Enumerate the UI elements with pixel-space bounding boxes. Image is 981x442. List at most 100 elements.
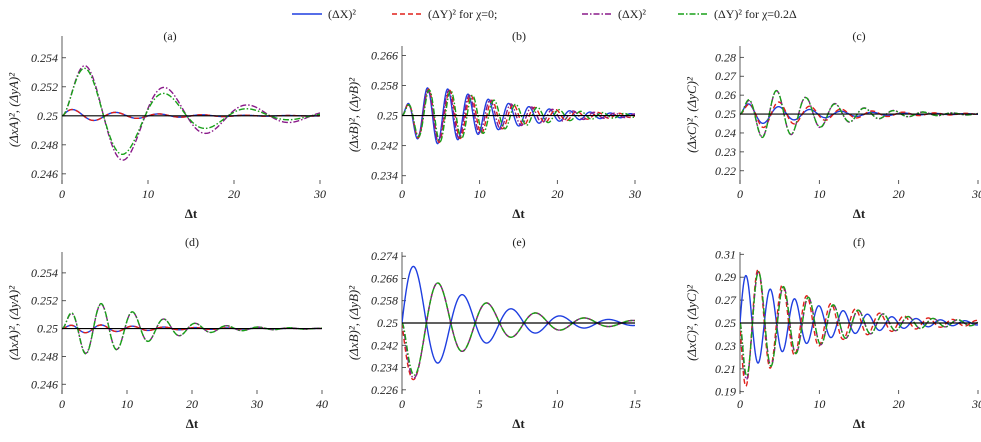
y-axis-label: (ΔxA)², (ΔyA)² (6, 72, 21, 147)
y-tick-label: 0.266 (371, 48, 398, 62)
x-tick-label: 0 (399, 397, 405, 411)
x-axis-label: Δt (185, 206, 198, 221)
y-tick-label: 0.25 (37, 109, 58, 123)
x-tick-label: 30 (250, 397, 263, 411)
legend-label: (ΔX)² (328, 7, 356, 21)
y-tick-label: 0.31 (715, 247, 736, 261)
x-tick-label: 20 (551, 187, 563, 201)
series-X0 (402, 265, 635, 364)
x-tick-label: 30 (313, 187, 326, 201)
legend-item-3: (ΔX)² (582, 7, 646, 21)
y-tick-label: 0.254 (31, 51, 58, 65)
y-tick-label: 0.254 (31, 266, 58, 280)
legend-label: (ΔY)² for χ=0.2Δ (714, 7, 797, 21)
x-tick-label: 15 (629, 397, 641, 411)
y-tick-label: 0.19 (715, 385, 736, 399)
y-tick-label: 0.226 (371, 383, 398, 397)
panel-title: (e) (512, 235, 525, 249)
x-tick-label: 20 (893, 187, 905, 201)
x-tick-label: 5 (477, 397, 483, 411)
series-X2 (402, 89, 635, 143)
y-tick-label: 0.25 (37, 322, 58, 336)
x-axis-label: Δt (186, 416, 199, 431)
panel-a: (a) 0.246 0.248 0.25 0.252 0.254 0 10 20 30 Δt (ΔxA… (6, 29, 326, 221)
y-tick-label: 0.28 (715, 50, 736, 64)
x-tick-label: 20 (893, 397, 905, 411)
y-tick-label: 0.234 (371, 169, 398, 183)
x-tick-label: 30 (628, 187, 641, 201)
y-tick-label: 0.25 (715, 316, 736, 330)
y-tick-label: 0.246 (31, 167, 58, 181)
series-Y2 (740, 270, 978, 377)
x-tick-label: 10 (474, 187, 486, 201)
series-Y0 (740, 101, 978, 129)
series-Y2 (62, 67, 320, 156)
y-tick-label: 0.252 (31, 80, 58, 94)
series-Y2 (402, 89, 635, 143)
panel-title: (b) (512, 29, 526, 43)
y-tick-label: 0.26 (715, 88, 736, 102)
y-tick-label: 0.29 (715, 270, 736, 284)
y-tick-label: 0.266 (371, 271, 398, 285)
panel-b: (b) 0.234 0.242 0.25 0.258 0.266 0 10 20 30 Δt (ΔxB… (346, 29, 641, 221)
series-Y2 (402, 282, 635, 376)
y-tick-label: 0.25 (715, 107, 736, 121)
y-tick-label: 0.248 (31, 349, 58, 363)
series-Y2 (62, 302, 322, 355)
x-tick-label: 30 (971, 187, 981, 201)
panel-title: (d) (185, 235, 199, 249)
panel-title: (a) (163, 29, 176, 43)
x-tick-label: 0 (737, 397, 743, 411)
x-tick-label: 0 (399, 187, 405, 201)
y-axis-label: (ΔxC)², (ΔyC)² (684, 284, 699, 361)
x-tick-label: 20 (186, 397, 198, 411)
x-tick-label: 0 (59, 187, 65, 201)
y-tick-label: 0.242 (371, 338, 398, 352)
x-tick-label: 10 (813, 397, 825, 411)
y-tick-label: 0.27 (715, 69, 737, 83)
panel-title: (f) (853, 235, 865, 249)
x-tick-label: 30 (971, 397, 981, 411)
y-tick-label: 0.24 (715, 126, 736, 140)
y-axis-label: (ΔxC)², (ΔyC)² (684, 76, 699, 153)
series-Y0 (62, 108, 320, 122)
series-Y0 (402, 88, 635, 144)
x-tick-label: 10 (121, 397, 133, 411)
series-Y0 (740, 268, 978, 388)
y-tick-label: 0.25 (377, 316, 398, 330)
x-tick-label: 0 (59, 397, 65, 411)
y-tick-label: 0.246 (31, 377, 58, 391)
y-tick-label: 0.27 (715, 293, 737, 307)
y-tick-label: 0.25 (377, 109, 398, 123)
y-tick-label: 0.252 (31, 294, 58, 308)
x-axis-label: Δt (853, 206, 866, 221)
y-tick-label: 0.23 (715, 145, 736, 159)
x-tick-label: 10 (142, 187, 154, 201)
y-axis-label: (ΔxB)², (ΔyB)² (346, 77, 361, 152)
y-tick-label: 0.22 (715, 164, 736, 178)
y-tick-label: 0.242 (371, 139, 398, 153)
x-tick-label: 20 (228, 187, 240, 201)
legend-item-1: (ΔX)² (292, 7, 356, 21)
y-tick-label: 0.274 (371, 249, 398, 263)
x-axis-label: Δt (853, 416, 866, 431)
panel-title: (c) (852, 29, 865, 43)
legend-item-2: (ΔY)² for χ=0; (392, 7, 497, 21)
x-tick-label: 40 (316, 397, 328, 411)
x-axis-label: Δt (512, 206, 525, 221)
series-X2 (62, 65, 320, 161)
y-tick-label: 0.234 (371, 361, 398, 375)
y-axis-label: (ΔxB)², (ΔyB)² (346, 285, 361, 360)
y-tick-label: 0.21 (715, 362, 736, 376)
legend-label: (ΔX)² (618, 7, 646, 21)
y-tick-label: 0.258 (371, 294, 398, 308)
panel-d: (d) 0.246 0.248 0.25 0.252 0.254 0 10 20 30 40 Δt (Δ… (6, 235, 328, 431)
y-tick-label: 0.23 (715, 339, 736, 353)
series-X0 (740, 274, 978, 364)
series-Y2 (740, 89, 978, 139)
legend-label: (ΔY)² for χ=0; (428, 7, 497, 21)
panel-e: (e) 0.226 0.234 0.242 0.25 0.258 0.266 0.274 0 5 1… (346, 235, 641, 431)
panel-c: (c) 0.22 0.23 0.24 0.25 0.26 0.27 0.28 0 10 20 30 Δt… (684, 29, 981, 221)
x-tick-label: 10 (813, 187, 825, 201)
